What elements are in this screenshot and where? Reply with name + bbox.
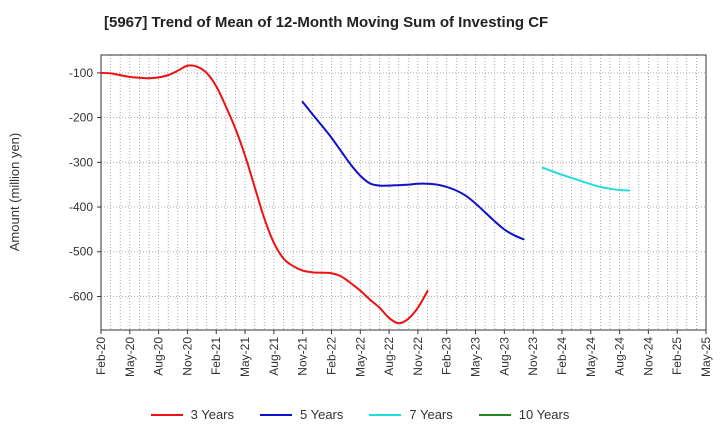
x-tick-label: Feb-21 — [209, 337, 223, 375]
x-tick-label: Aug-20 — [152, 337, 166, 376]
legend: 3 Years 5 Years 7 Years 10 Years — [0, 407, 720, 422]
legend-swatch — [478, 413, 511, 416]
x-tick-label: May-22 — [353, 337, 367, 377]
x-tick-label: May-21 — [238, 337, 252, 377]
legend-swatch — [260, 413, 292, 416]
x-tick-label: Feb-24 — [555, 337, 569, 375]
x-tick-label: Aug-22 — [382, 337, 396, 376]
legend-item-10-years: 10 Years — [478, 407, 570, 422]
x-tick-label: Feb-20 — [94, 337, 108, 375]
y-tick-label: -300 — [69, 155, 93, 169]
x-tick-label: Nov-20 — [180, 337, 194, 376]
plot-frame — [100, 54, 707, 331]
grid-lines — [101, 55, 706, 330]
plot-area — [101, 55, 706, 330]
x-tick-label: Nov-24 — [641, 337, 655, 376]
x-tick-label: May-23 — [469, 337, 483, 377]
y-tick-label: -200 — [69, 111, 93, 125]
y-tick-label: -600 — [69, 289, 93, 303]
x-tick-label: May-25 — [699, 337, 713, 377]
y-tick-label: -500 — [69, 245, 93, 259]
x-tick-label: Nov-21 — [296, 337, 310, 376]
legend-label: 5 Years — [300, 407, 344, 422]
chart-title: [5967] Trend of Mean of 12-Month Moving … — [104, 14, 549, 31]
y-tick-label: -400 — [69, 200, 93, 214]
x-tick-label: May-24 — [584, 337, 598, 377]
x-tick-label: Aug-23 — [497, 337, 511, 376]
y-tick-label: -100 — [69, 66, 93, 80]
x-tick-label: May-20 — [123, 337, 137, 377]
legend-label: 7 Years — [409, 407, 453, 422]
legend-item-5-years: 5 Years — [260, 407, 343, 422]
y-axis-label: Amount (million yen) — [7, 133, 22, 252]
x-tick-label: Nov-23 — [526, 337, 540, 376]
legend-swatch — [369, 413, 402, 416]
x-axis: Feb-20 May-20 Aug-20 Nov-20 Feb-21 May-21 Aug-… — [94, 330, 713, 377]
series-group — [100, 64, 631, 325]
legend-label: 10 Years — [518, 407, 570, 422]
legend-item-3-years: 3 Years — [150, 407, 234, 422]
series-line-3-years — [100, 64, 429, 325]
legend-label: 3 Years — [190, 407, 234, 422]
series-line-5-years — [301, 100, 525, 241]
x-tick-label: Aug-24 — [613, 337, 627, 376]
x-tick-label: Feb-25 — [670, 337, 684, 375]
x-tick-label: Feb-23 — [440, 337, 454, 375]
x-tick-label: Feb-22 — [324, 337, 338, 375]
series-line-7-years — [541, 166, 631, 192]
legend-item-7-years: 7 Years — [369, 407, 453, 422]
y-axis: -100 -200 -300 -400 -500 -600 — [69, 66, 101, 303]
x-tick-label: Nov-22 — [411, 337, 425, 376]
x-tick-label: Aug-21 — [267, 337, 281, 376]
legend-swatch — [150, 413, 183, 416]
